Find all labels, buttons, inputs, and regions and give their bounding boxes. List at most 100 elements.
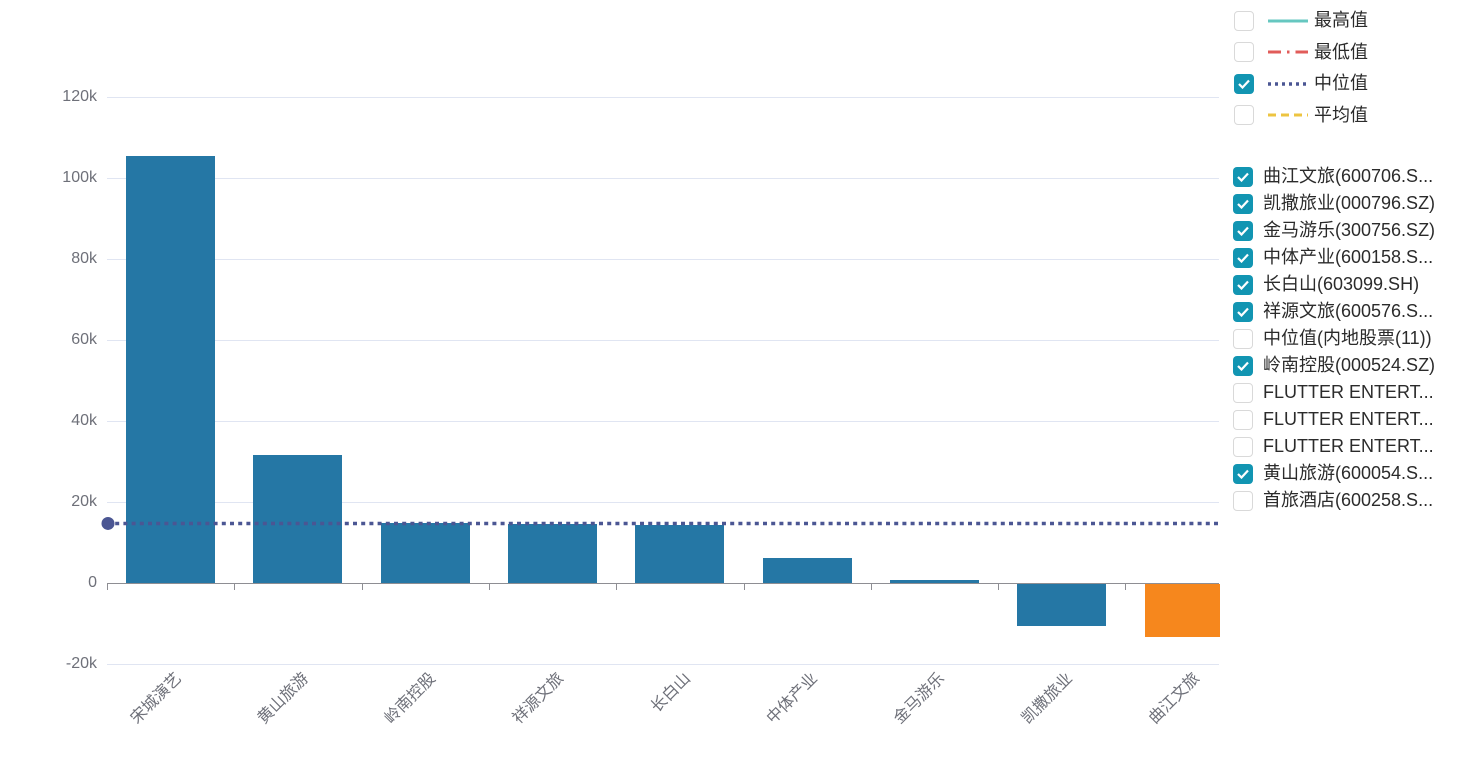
gridline [107, 178, 1219, 179]
gridline [107, 421, 1219, 422]
checkbox[interactable] [1233, 166, 1253, 187]
legend-item-label: FLUTTER ENTERT... [1263, 382, 1434, 402]
series-legend-item-10[interactable]: FLUTTER ENTERT... [1233, 436, 1434, 457]
gridline [107, 259, 1219, 260]
bar-3[interactable] [508, 524, 598, 583]
series-legend-item-0[interactable]: 曲江文旅(600706.S... [1233, 166, 1433, 187]
y-axis-tick-label: 0 [88, 574, 97, 591]
checkbox[interactable] [1233, 490, 1253, 511]
x-axis-tick [488, 584, 490, 590]
check-icon [1237, 199, 1249, 209]
series-legend-item-5[interactable]: 祥源文旅(600576.S... [1233, 301, 1433, 322]
legend-item-label: 岭南控股(000524.SZ) [1263, 355, 1436, 375]
check-icon [1237, 361, 1249, 371]
y-axis-tick-label: -20k [65, 655, 97, 672]
checkbox[interactable] [1234, 73, 1254, 94]
series-legend-item-3[interactable]: 中体产业(600158.S... [1233, 247, 1433, 268]
legend-item-label: 中位值(内地股票(11)) [1263, 328, 1432, 348]
series-legend-item-1[interactable]: 凯撒旅业(000796.SZ) [1233, 193, 1435, 214]
legend-item-label: 最低值 [1314, 41, 1368, 62]
y-axis-tick-label: 40k [71, 412, 97, 429]
legend-item-label: 平均值 [1314, 104, 1368, 125]
checkbox[interactable] [1234, 42, 1254, 62]
legend-item-label: 金马游乐(300756.SZ) [1263, 220, 1436, 240]
plot-area [101, 97, 1220, 665]
series-legend-item-11[interactable]: 黄山旅游(600054.S... [1233, 463, 1433, 484]
check-icon [1238, 79, 1250, 89]
series-legend-item-9[interactable]: FLUTTER ENTERT... [1233, 409, 1434, 430]
checkbox[interactable] [1233, 382, 1253, 403]
x-axis-tick [107, 584, 108, 590]
stat-legend-item-mean-value[interactable]: 平均值 [1234, 105, 1368, 126]
y-axis-tick-label: 60k [71, 331, 97, 348]
check-icon [1237, 280, 1249, 290]
checkbox[interactable] [1234, 10, 1254, 31]
check-icon [1237, 469, 1249, 479]
bar-8[interactable] [1144, 584, 1220, 638]
gridline [107, 502, 1219, 503]
gridline [107, 340, 1219, 341]
x-axis-tick [743, 584, 745, 590]
legend-item-label: FLUTTER ENTERT... [1263, 436, 1434, 456]
check-icon [1237, 307, 1249, 317]
bar-4[interactable] [635, 525, 725, 583]
series-legend-item-12[interactable]: 首旅酒店(600258.S... [1233, 490, 1433, 511]
x-axis-tick [1125, 584, 1127, 590]
checkbox[interactable] [1233, 463, 1253, 484]
checkbox[interactable] [1233, 274, 1253, 295]
series-legend-item-7[interactable]: 岭南控股(000524.SZ) [1233, 355, 1435, 376]
legend-item-label: 凯撒旅业(000796.SZ) [1263, 193, 1436, 213]
legend-item-label: FLUTTER ENTERT... [1263, 409, 1434, 429]
stat-legend-item-max-value[interactable]: 最高值 [1234, 10, 1368, 31]
x-axis-tick [234, 584, 236, 590]
checkbox[interactable] [1233, 355, 1253, 376]
x-axis-tick [616, 584, 618, 590]
y-axis-tick-label: 80k [71, 250, 97, 267]
legend-item-label: 祥源文旅(600576.S... [1263, 301, 1434, 321]
legend-item-label: 曲江文旅(600706.S... [1263, 166, 1434, 186]
legend-item-label: 中体产业(600158.S... [1263, 247, 1434, 267]
y-axis-tick-label: 20k [71, 493, 97, 510]
x-axis-tick [998, 584, 1000, 590]
stat-legend-item-median-value[interactable]: 中位值 [1234, 73, 1368, 94]
checkbox[interactable] [1233, 220, 1253, 241]
bar-2[interactable] [380, 523, 470, 583]
check-icon [1237, 253, 1249, 263]
bar-7[interactable] [1017, 584, 1107, 627]
stat-legend-item-min-value[interactable]: 最低值 [1234, 42, 1368, 63]
median-value-line-style-icon [1268, 81, 1308, 86]
gridline [107, 664, 1219, 665]
series-legend-item-2[interactable]: 金马游乐(300756.SZ) [1233, 220, 1435, 241]
checkbox[interactable] [1234, 105, 1254, 125]
checkbox[interactable] [1233, 301, 1253, 322]
check-icon [1237, 172, 1249, 182]
legend-item-label: 最高值 [1314, 10, 1368, 30]
x-axis-tick [870, 584, 872, 590]
checkbox[interactable] [1233, 436, 1253, 457]
series-legend-item-8[interactable]: FLUTTER ENTERT... [1233, 382, 1434, 403]
bar-0[interactable] [126, 156, 216, 583]
series-legend-item-4[interactable]: 长白山(603099.SH) [1233, 274, 1419, 295]
checkbox[interactable] [1233, 328, 1253, 349]
series-legend-item-6[interactable]: 中位值(内地股票(11)) [1233, 328, 1432, 349]
y-axis-tick-label: 100k [62, 169, 97, 186]
bar-1[interactable] [253, 455, 343, 583]
bar-5[interactable] [762, 557, 852, 583]
mean-value-line-style-icon [1268, 113, 1308, 117]
legend-item-label: 黄山旅游(600054.S... [1263, 463, 1434, 483]
check-icon [1237, 226, 1249, 236]
y-axis-tick-label: 120k [62, 88, 97, 105]
gridline [107, 97, 1219, 98]
bar-6[interactable] [889, 579, 979, 583]
legend-item-label: 首旅酒店(600258.S... [1263, 490, 1434, 510]
checkbox[interactable] [1233, 409, 1253, 430]
checkbox[interactable] [1233, 247, 1253, 268]
median-line-start-dot [101, 516, 115, 530]
x-axis-tick [361, 584, 363, 590]
legend-item-label: 长白山(603099.SH) [1263, 274, 1420, 294]
max-value-line-style-icon [1268, 19, 1308, 22]
checkbox[interactable] [1233, 193, 1253, 214]
legend-item-label: 中位值 [1314, 73, 1368, 93]
min-value-line-style-icon [1268, 50, 1308, 54]
